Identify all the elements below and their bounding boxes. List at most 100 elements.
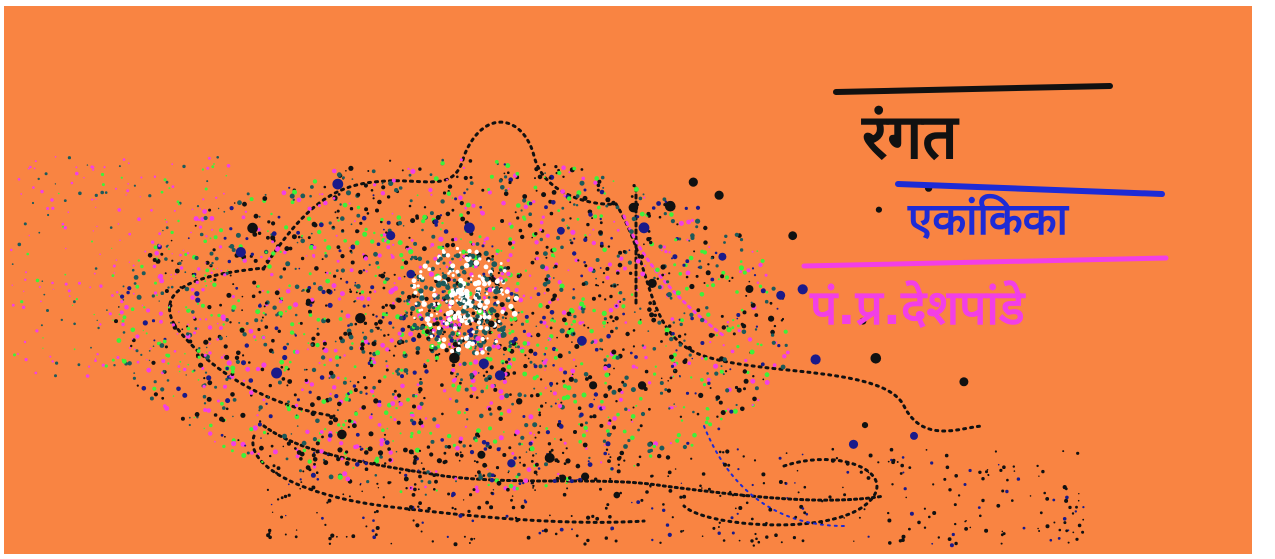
scribble-dot — [410, 313, 413, 316]
scribble-dot — [685, 259, 690, 264]
scribble-dot — [497, 271, 501, 275]
scribble-dot — [325, 318, 331, 323]
scribble-dot — [530, 260, 535, 265]
scribble-dot — [514, 211, 517, 214]
scribble-dot — [284, 225, 289, 230]
scribble-dot — [736, 512, 739, 515]
scribble-dot — [456, 372, 459, 376]
scribble-dot — [350, 260, 355, 265]
scribble-dot — [109, 226, 113, 229]
scribble-dot — [511, 495, 514, 497]
scribble-dot — [450, 331, 456, 336]
scribble-dot — [354, 281, 357, 284]
scribble-dot — [601, 310, 607, 316]
scribble-dot — [296, 197, 302, 203]
scribble-dot — [633, 186, 639, 192]
scribble-dot — [135, 284, 140, 289]
scribble-dot — [517, 392, 522, 398]
scribble-dot — [263, 342, 268, 347]
scribble-dot — [718, 450, 722, 454]
scribble-dot — [570, 368, 576, 374]
scribble-dot — [392, 301, 395, 305]
scribble-dot — [209, 216, 215, 221]
scribble-dot — [453, 542, 458, 547]
scribble-dot — [603, 444, 606, 446]
scribble-dot — [947, 537, 952, 541]
scribble-dot — [407, 294, 412, 300]
scribble-dot — [480, 389, 485, 394]
scribble-dot — [322, 341, 327, 346]
scribble-dot — [750, 301, 753, 304]
scribble-dot — [1036, 464, 1039, 468]
scribble-dot — [443, 451, 447, 455]
scribble-dot — [661, 273, 665, 277]
scribble-dot — [366, 480, 370, 484]
scribble-dot — [168, 187, 171, 190]
scribble-dot — [409, 435, 413, 439]
scribble-dot — [863, 508, 866, 511]
scribble-dot — [456, 384, 462, 390]
scribble-dot — [475, 396, 479, 399]
scribble-dot — [979, 514, 982, 518]
scribble-dot — [128, 261, 131, 263]
scribble-dot — [602, 439, 607, 443]
scribble-dot — [108, 312, 112, 316]
scribble-dot — [448, 305, 452, 309]
scribble-dot — [452, 341, 458, 347]
scribble-dot — [653, 372, 657, 376]
scribble-dot — [95, 206, 97, 208]
scribble-dot — [506, 271, 511, 277]
scribble-dot — [686, 238, 689, 241]
scribble-dot — [622, 429, 627, 434]
scribble-dot — [529, 360, 533, 364]
scribble-dot — [499, 262, 503, 265]
scribble-dot — [424, 296, 429, 301]
scribble-dot — [120, 176, 123, 179]
scribble-dot — [231, 248, 236, 252]
scribble-dot — [537, 431, 541, 434]
scribble-dot — [392, 372, 395, 375]
scribble-dot — [407, 469, 411, 473]
scribble-dot — [225, 407, 229, 411]
scribble-dot — [418, 474, 422, 479]
scribble-dot — [90, 346, 92, 349]
scribble-dot — [432, 292, 437, 298]
scribble-dot — [418, 420, 424, 426]
scribble-dot — [406, 269, 416, 279]
scribble-dot — [458, 195, 463, 200]
scribble-dot — [494, 339, 498, 344]
scribble-dot — [176, 200, 180, 204]
scribble-dot — [116, 338, 122, 343]
scribble-dot — [609, 315, 613, 319]
scribble-dot — [536, 474, 538, 476]
scribble-dot — [785, 452, 788, 454]
scribble-dot — [270, 503, 273, 506]
scribble-dot — [737, 329, 741, 333]
scribble-dot — [316, 478, 320, 481]
scribble-dot — [689, 312, 694, 317]
scribble-dot — [271, 231, 277, 237]
scribble-dot — [599, 221, 603, 225]
scribble-dot — [349, 268, 354, 273]
scribble-dot — [487, 472, 493, 478]
scribble-dot — [448, 397, 452, 401]
scribble-dot — [572, 319, 577, 324]
scribble-dot — [572, 393, 577, 398]
scribble-dot — [85, 374, 90, 378]
scribble-dot — [381, 428, 385, 433]
scribble-dot — [447, 492, 451, 496]
scribble-dot — [384, 440, 390, 445]
scribble-dot — [318, 362, 321, 364]
scribble-dot — [296, 398, 300, 402]
scribble-dot — [409, 505, 413, 510]
scribble-dot — [496, 447, 501, 452]
scribble-dot — [368, 263, 371, 266]
author-headline-stroke — [801, 255, 1169, 269]
scribble-dot — [625, 331, 630, 337]
scribble-dot — [632, 184, 636, 188]
scribble-dot — [104, 364, 108, 368]
scribble-dot — [951, 532, 955, 537]
scribble-dot — [477, 274, 481, 278]
scribble-dot — [770, 329, 775, 335]
scribble-dot — [668, 251, 671, 254]
